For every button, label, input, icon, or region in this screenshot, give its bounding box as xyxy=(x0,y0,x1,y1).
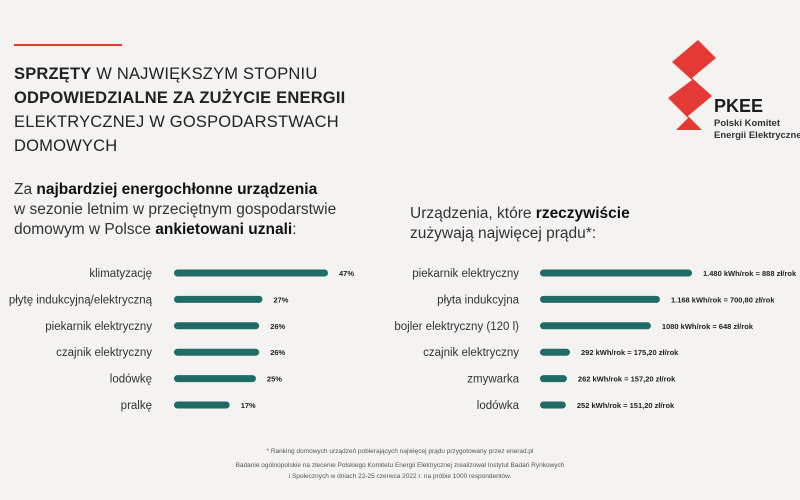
perceived-value-label: 26% xyxy=(270,348,285,357)
perceived-category-label: lodówkę xyxy=(110,374,152,386)
actual-value-label: 262 kWh/rok = 157,20 zł/rok xyxy=(578,375,676,384)
perceived-bar xyxy=(174,269,328,277)
right-intro-p1: Urządzenia, które xyxy=(410,205,536,222)
actual-bar xyxy=(540,375,567,383)
logo-subtitle: Polski Komitet Energii Elektrycznej xyxy=(714,118,800,142)
perceived-category-label: płytę indukcyjną/elektryczną xyxy=(9,294,153,306)
actual-bar xyxy=(540,295,660,303)
actual-bar xyxy=(540,322,651,330)
left-intro: Za najbardziej energochłonne urządzenia … xyxy=(14,180,404,240)
perceived-value-label: 27% xyxy=(273,295,288,304)
actual-category-label: czajnik elektryczny xyxy=(423,347,519,359)
title-part-2: W NAJWIĘKSZYM STOPNIU xyxy=(91,65,318,83)
right-intro-p3: zużywają najwięcej prądu*: xyxy=(410,225,597,242)
left-intro-p4: domowym w Polsce xyxy=(14,221,156,238)
actual-value-label: 1080 kWh/rok = 648 zł/rok xyxy=(662,322,754,331)
actual-value-label: 1.480 kWh/rok = 888 zł/rok xyxy=(703,269,797,278)
title-part-4: ELEKTRYCZNEJ W GOSPODARSTWACH xyxy=(14,113,339,131)
survey-info-line-1: Badanie ogólnopolskie na zlecenie Polski… xyxy=(235,462,565,469)
perceived-category-label: klimatyzację xyxy=(89,268,152,280)
actual-category-label: zmywarka xyxy=(467,374,519,386)
perceived-category-label: czajnik elektryczny xyxy=(56,347,152,359)
perceived-category-label: piekarnik elektryczny xyxy=(45,321,152,333)
perceived-energy-chart: klimatyzację 47% płytę indukcyjną/elektryc… xyxy=(9,268,355,412)
logo-name: PKEE xyxy=(714,96,764,116)
left-intro-p3: w sezonie letnim w przeciętnym gospodars… xyxy=(14,201,337,218)
actual-bar xyxy=(540,401,566,409)
perceived-value-label: 47% xyxy=(339,269,354,278)
title-part-3: ODPOWIEDZIALNE ZA ZUŻYCIE ENERGII xyxy=(14,89,346,107)
logo-bolt-shape xyxy=(668,40,716,130)
perceived-value-label: 25% xyxy=(267,375,282,384)
perceived-bar xyxy=(174,375,256,383)
perceived-bar xyxy=(174,401,230,409)
logo-subtitle-line-2: Energii Elektrycznej xyxy=(714,130,800,141)
survey-info-line-2: i Społecznych w dniach 22-25 czerwca 202… xyxy=(288,473,512,480)
perceived-bar xyxy=(174,295,263,303)
actual-category-label: piekarnik elektryczny xyxy=(412,268,519,280)
actual-value-label: 1.168 kWh/rok = 700,80 zł/rok xyxy=(671,295,775,304)
left-intro-p6: : xyxy=(292,221,297,238)
title-accent-line xyxy=(14,44,122,46)
right-intro-p2: rzeczywiście xyxy=(535,205,630,222)
title-part-5: DOMOWYCH xyxy=(14,137,118,155)
perceived-bar xyxy=(174,322,260,330)
pkee-logo-mark xyxy=(668,40,716,130)
left-intro-p2: najbardziej energochłonne urządzenia xyxy=(36,181,318,198)
page-title: SPRZĘTY W NAJWIĘKSZYM STOPNIU ODPOWIEDZI… xyxy=(14,62,414,158)
footnote: * Ranking domowych urządzeń pobierającyc… xyxy=(266,448,534,455)
actual-category-label: lodówka xyxy=(477,400,520,412)
actual-bar xyxy=(540,348,570,356)
logo-subtitle-line-1: Polski Komitet xyxy=(714,118,780,129)
perceived-value-label: 17% xyxy=(241,401,256,410)
perceived-category-label: pralkę xyxy=(121,400,152,412)
actual-category-label: bojler elektryczny (120 l) xyxy=(394,321,519,333)
title-part-1: SPRZĘTY xyxy=(14,65,92,83)
left-intro-p1: Za xyxy=(14,181,37,198)
perceived-bar xyxy=(174,348,260,356)
actual-value-label: 252 kWh/rok = 151,20 zł/rok xyxy=(577,401,675,410)
left-intro-p5: ankietowani uznali xyxy=(155,221,293,238)
actual-bar xyxy=(540,269,692,277)
actual-category-label: płyta indukcyjna xyxy=(437,294,519,306)
right-intro: Urządzenia, które rzeczywiście zużywają … xyxy=(410,204,790,244)
perceived-value-label: 26% xyxy=(270,322,285,331)
actual-value-label: 292 kWh/rok = 175,20 zł/rok xyxy=(581,348,679,357)
